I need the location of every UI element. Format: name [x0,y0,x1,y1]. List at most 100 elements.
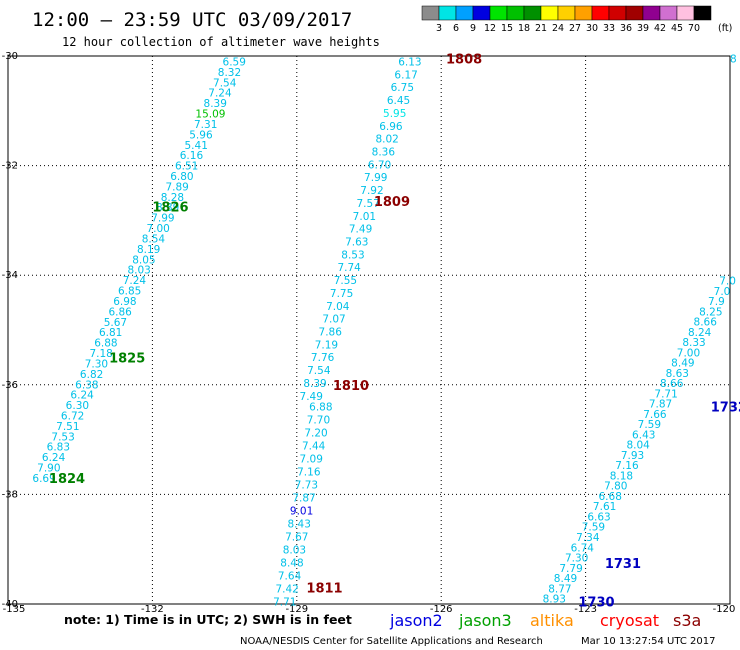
satellite-legend-jason2: jason2 [389,611,443,630]
pass-time-label: 1811 [306,582,342,597]
wave-height-value: 7.16 [297,467,321,479]
wave-height-value: 8.77 [548,583,571,595]
wave-height-value: 8.33 [682,337,705,349]
wave-height-value: 7.42 [275,583,298,595]
edge-values: 8 [730,54,737,66]
track-1810-1811: 6.887.707.207.447.097.167.737.879.018.43… [273,402,332,609]
wave-height-value: 8.43 [288,518,311,530]
pass-time-label: 1808 [446,53,482,68]
wave-height-value: 7.59 [638,419,661,431]
lat-tick-label: -30 [2,51,18,62]
wave-height-value: 7.74 [337,262,361,274]
colorbar-label: 45 [671,23,683,34]
colorbar-swatch [523,5,542,21]
colorbar-swatch [642,5,661,21]
pass-time-labels: 1808 1826 1809 1825 1810 1824 1732 1731 1811 1730 [49,53,740,611]
wave-height-value: 15.09 [195,109,225,121]
wave-height-value: 8.48 [280,557,303,569]
pass-time-label: 1810 [333,379,369,394]
wave-height-value: 8.03 [283,544,306,556]
wave-height-value: 7.30 [565,553,588,565]
colorbar-label: 27 [569,23,581,34]
wave-height-value: 7.34 [576,532,600,544]
wave-height-value: 6.16 [180,150,204,162]
wave-height-value: 6.13 [398,56,421,68]
colorbar-label: 18 [518,23,530,34]
wave-height-value: 6.75 [391,82,414,94]
colorbar-unit: (ft) [718,23,732,34]
map-frame [7,55,731,605]
track-1732-1730: 7.07.07.98.258.668.248.337.008.498.638.6… [543,276,736,606]
lat-tick-label: -32 [2,161,18,172]
wave-height-value: 7.79 [559,563,582,575]
colorbar-label: 21 [535,23,547,34]
pass-time-label: 1824 [49,472,85,487]
wave-height-value: 6.24 [70,390,94,402]
wave-height-value: 7.67 [285,531,308,543]
wave-height-value: 7.87 [292,493,315,505]
wave-height-value: 8.19 [137,244,160,256]
lat-tick-label: -40 [2,599,18,610]
lon-tick-label: -123 [574,604,597,615]
wave-height-value: 7.93 [621,450,644,462]
wave-height-value: 7.57 [356,198,379,210]
track-1808-1809-1810: 6.136.176.756.455.956.968.028.366.707.99… [300,56,422,402]
wave-height-value: 7.09 [300,454,323,466]
wave-height-value: 6.59 [223,56,246,68]
wave-height-value: 6.17 [394,69,417,81]
lon-tick-label: -126 [430,604,453,615]
wave-height-value: 7.70 [307,415,330,427]
latitude-tick-labels: -30 -32 -34 -36 -38 -40 [2,51,18,610]
wave-height-value: 8 [730,54,737,66]
wave-height-value: 5.96 [189,129,213,141]
wave-height-value: 7.75 [330,288,353,300]
colorbar-label: 9 [470,23,476,34]
wave-height-value: 8.39 [204,98,227,110]
lon-tick-label: -129 [285,604,308,615]
lat-tick-label: -38 [2,489,18,500]
wave-height-value: 7.63 [345,236,368,248]
colorbar-swatch [438,5,457,21]
wave-height-value: 8.39 [156,202,179,214]
footer-timestamp: Mar 10 13:27:54 UTC 2017 [581,636,716,647]
wave-height-value: 8.05 [132,254,155,266]
colorbar-swatch [557,5,576,21]
wave-height-value: 8.49 [671,358,694,370]
wave-height-value: 6.96 [379,121,403,133]
footer-credit: NOAA/NESDIS Center for Satellite Applica… [240,636,543,647]
wave-height-value: 8.63 [666,368,689,380]
wave-height-value: 8.03 [127,265,150,277]
wave-height-value: 7.49 [349,224,372,236]
wave-height-value: 9.01 [290,505,313,517]
colorbar-swatch [540,5,559,21]
wave-height-value: 7.49 [300,391,323,403]
wave-height-value: 7.30 [85,358,108,370]
wave-height-value: 6.30 [66,400,89,412]
wave-height-value: 7.16 [615,460,639,472]
wave-height-value: 7.44 [302,441,326,453]
wave-height-value: 7.71 [273,596,296,608]
wave-height-value: 7.66 [643,409,667,421]
pass-time-label: 1730 [578,595,614,610]
lat-tick-label: -36 [2,380,18,391]
wave-height-value: 8.36 [372,146,396,158]
wave-height-value: 8.24 [688,327,712,339]
colorbar-swatch [506,5,525,21]
wave-height-value: 6.82 [80,369,103,381]
colorbar-swatch [421,5,440,21]
colorbar-swatch [608,5,627,21]
colorbar-label: 30 [586,23,598,34]
track-1826-1824: 6.598.327.547.248.3915.097.315.965.416.1… [32,56,246,484]
wave-height-value: 7.87 [649,399,672,411]
wave-height-value: 7.54 [213,77,237,89]
wave-height-value: 6.24 [42,452,66,464]
colorbar-swatch [574,5,593,21]
pass-time-label: 1809 [374,195,410,210]
wave-height-value: 7.55 [334,275,357,287]
wave-height-value: 7.24 [208,88,232,100]
wave-height-value: 7.76 [311,352,335,364]
satellite-legend-altika: altika [530,611,574,630]
wave-height-value: 7.54 [307,365,331,377]
wave-height-value: 6.98 [113,296,136,308]
wave-height-value: 6.51 [175,161,198,173]
